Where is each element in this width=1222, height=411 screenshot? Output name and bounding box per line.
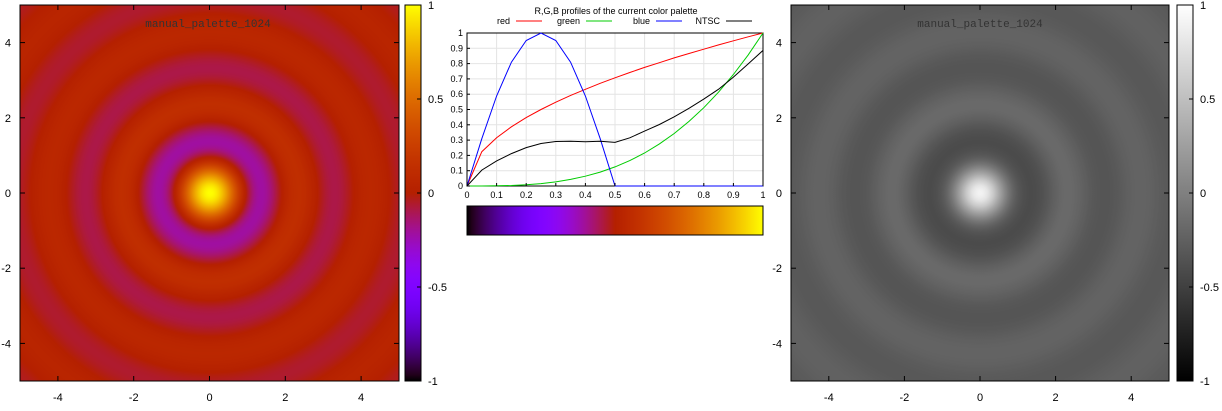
profile-x-tick-label: 1 [760,190,765,200]
profile-y-tick-label: 0.8 [450,59,463,69]
legend-label-blue: blue [633,16,650,26]
profile-x-tick-label: 0.3 [550,190,563,200]
right-colorbar-tick-label: 0.5 [1200,94,1215,106]
left-colorbar-tick-label: 1 [428,0,434,12]
profile-y-tick-label: 0 [458,181,463,191]
right-colorbar-tick-label: -0.5 [1200,282,1219,294]
profile-x-tick-label: 0.8 [698,190,711,200]
left-y-tick-label: 4 [5,38,11,50]
left-colorbar-tick-label: 0.5 [428,94,443,106]
left-colorbar-tick-label: -1 [428,376,438,388]
left-x-tick-label: 0 [206,392,212,404]
right-x-tick-label: -2 [900,392,910,404]
profile-x-tick-label: 0.2 [520,190,533,200]
profile-ticks: 0 0.1 0.2 0.3 0.4 0.5 0.6 0.7 0.8 0.9 1 0 0.1 0.2 0.3 0… [450,28,765,200]
legend-label-red: red [497,16,510,26]
left-y-tick-label: 0 [5,188,11,200]
left-heatmap-panel: manual_palette_1024 -4 -2 0 2 4 4 2 0 -2 -4 1 0.5 0… [1,0,447,404]
left-x-tick-label: 4 [358,392,364,404]
right-heatmap-image [791,5,1169,381]
profile-grid [466,32,764,187]
left-x-tick-label: -2 [129,392,139,404]
right-colorbar-tick-label: -1 [1200,376,1210,388]
profile-title: R,G,B profiles of the current color pale… [534,6,697,16]
profile-y-tick-label: 0.5 [450,105,463,115]
left-x-tick-label: -4 [53,392,63,404]
profile-x-tick-label: 0.7 [668,190,681,200]
profile-y-tick-label: 1 [458,28,463,38]
profile-y-tick-label: 0.4 [450,120,463,130]
legend-label-ntsc: NTSC [696,16,721,26]
left-heatmap-title: manual_palette_1024 [145,19,271,31]
right-y-tick-label: -4 [772,338,782,350]
legend-label-green: green [557,16,580,26]
left-colorbar-tick-label: 0 [428,188,434,200]
right-x-tick-label: 4 [1128,392,1134,404]
profile-y-tick-label: 0.6 [450,89,463,99]
profile-y-tick-label: 0.9 [450,43,463,53]
right-x-tick-label: 0 [977,392,983,404]
right-y-tick-label: -2 [772,263,782,275]
profile-x-tick-label: 0.5 [609,190,622,200]
profile-y-tick-label: 0.3 [450,135,463,145]
left-heatmap-ticks: -4 -2 0 2 4 4 2 0 -2 -4 [1,5,399,404]
right-x-tick-label: 2 [1053,392,1059,404]
profile-x-tick-label: 0.1 [490,190,503,200]
right-colorbar-tick-label: 1 [1200,0,1206,12]
left-colorbar-ticks: 1 0.5 0 -0.5 -1 [417,0,447,388]
profile-x-tick-label: 0 [464,190,469,200]
palette-profile-panel: R,G,B profiles of the current color pale… [450,6,766,236]
right-y-tick-label: 2 [776,113,782,125]
profile-x-tick-label: 0.4 [579,190,592,200]
profile-series-green [467,32,764,187]
profile-y-tick-label: 0.7 [450,74,463,84]
left-heatmap-image [20,5,399,381]
left-colorbar-tick-label: -0.5 [428,282,447,294]
profile-x-tick-label: 0.6 [638,190,651,200]
profile-series-ntsc [466,50,764,187]
profile-x-tick-label: 0.9 [727,190,740,200]
profile-y-tick-label: 0.1 [450,166,463,176]
right-y-tick-label: 4 [776,38,782,50]
profile-series-red [466,32,764,187]
right-heatmap-title: manual_palette_1024 [917,19,1043,31]
left-y-tick-label: -4 [1,338,11,350]
right-heatmap-ticks: -4 -2 0 2 4 4 2 0 -2 -4 [772,5,1169,404]
right-y-tick-label: 0 [776,188,782,200]
palette-gradient-bar [466,205,764,236]
right-colorbar-ticks: 1 0.5 0 -0.5 -1 [1189,0,1219,388]
profile-y-tick-label: 0.2 [450,150,463,160]
right-colorbar-tick-label: 0 [1200,188,1206,200]
left-y-tick-label: 2 [5,113,11,125]
right-x-tick-label: -4 [824,392,834,404]
left-y-tick-label: -2 [1,263,11,275]
profile-legend: red green blue NTSC [497,16,752,26]
right-heatmap-panel: manual_palette_1024 -4 -2 0 2 4 4 2 0 -2 -4 1 0.5 0… [772,0,1219,404]
left-x-tick-label: 2 [282,392,288,404]
